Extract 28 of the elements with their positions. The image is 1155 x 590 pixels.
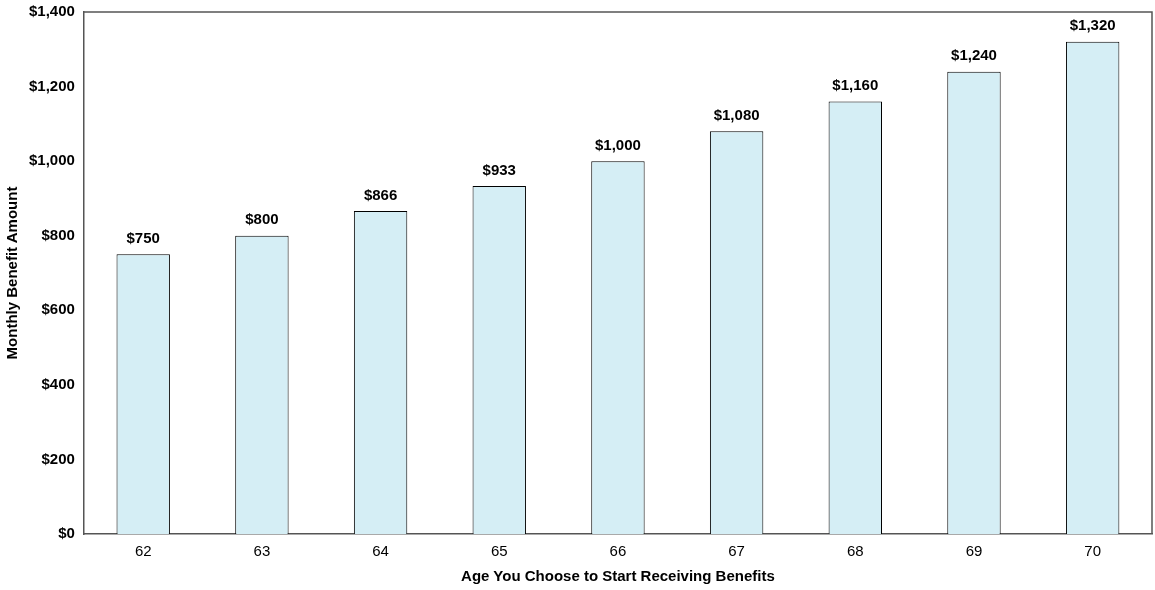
x-tick-label: 67 xyxy=(728,542,745,560)
data-label: $933 xyxy=(482,160,516,178)
y-tick-label: $800 xyxy=(41,225,75,243)
x-tick-label: 63 xyxy=(253,542,271,560)
data-label: $1,240 xyxy=(951,46,997,64)
data-label: $1,160 xyxy=(832,76,879,94)
y-axis-title: Monthly Benefit Amount xyxy=(3,186,21,360)
x-tick-label: 66 xyxy=(609,542,627,560)
y-tick-label: $400 xyxy=(41,375,75,392)
data-label: $1,080 xyxy=(713,105,760,123)
x-tick-label: 68 xyxy=(846,542,864,560)
data-label: $1,000 xyxy=(594,135,641,153)
x-tick-label: 64 xyxy=(372,542,389,560)
x-tick-label: 62 xyxy=(134,542,152,560)
x-tick-label: 70 xyxy=(1084,542,1101,560)
data-label: $866 xyxy=(363,185,398,203)
x-tick-label: 65 xyxy=(490,542,508,560)
y-tick-label: $0 xyxy=(58,524,75,542)
data-label: $750 xyxy=(126,229,160,246)
y-tick-label: $600 xyxy=(41,300,75,318)
data-label: $800 xyxy=(245,210,279,228)
data-label: $1,320 xyxy=(1069,16,1116,34)
x-tick-label: 69 xyxy=(965,542,983,560)
y-tick-label: $200 xyxy=(41,449,75,467)
y-tick-label: $1,000 xyxy=(28,151,75,169)
y-tick-label: $1,200 xyxy=(28,76,75,94)
y-tick-label: $1,400 xyxy=(28,2,75,20)
x-axis-title: Age You Choose to Start Receiving Benefits xyxy=(461,567,775,585)
